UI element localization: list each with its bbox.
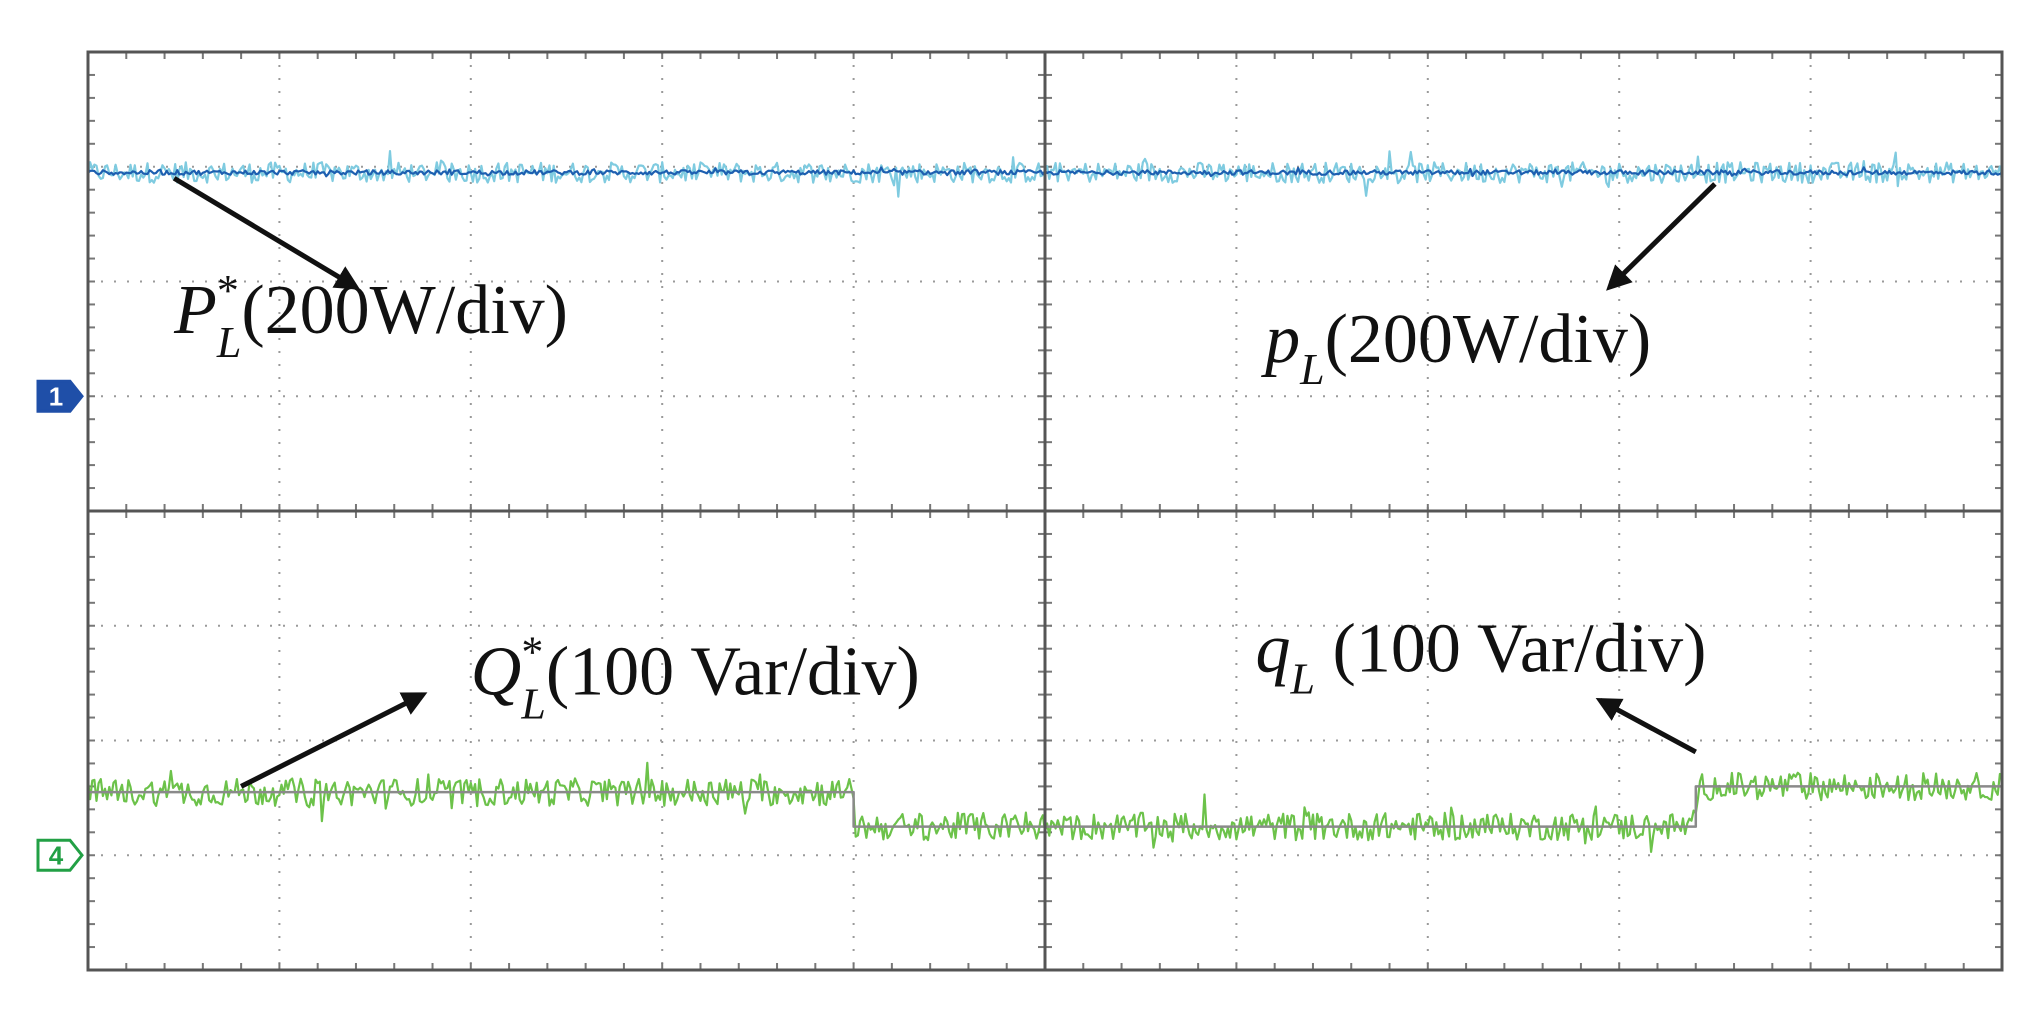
annotation-label: Q* L(100 Var/div)	[471, 628, 920, 729]
annotation-unit: (200W/div)	[241, 272, 568, 349]
annotation-symbol: Q	[471, 634, 522, 711]
annotation-label: pL(200W/div)	[1260, 301, 1651, 394]
annotation-symbol: p	[1260, 301, 1300, 378]
annotation-unit: (200W/div)	[1325, 301, 1652, 378]
annotation-unit: (100 Var/div)	[1315, 611, 1706, 688]
annotation-unit: (100 Var/div)	[546, 634, 920, 711]
annotation-arrow	[1606, 182, 1717, 291]
annotation-subscript: L	[1299, 345, 1324, 394]
annotations: P* L(200W/div) pL(200W/div)Q* L(100 Var/div…	[172, 176, 1717, 789]
annotation-subscript: L	[216, 318, 241, 367]
channel-marker-shape	[36, 379, 84, 413]
annotation-superscript: *	[521, 628, 543, 677]
annotation-subscript: L	[520, 680, 545, 729]
channel-marker-1: 1	[36, 379, 84, 413]
annotation-label: P* L(200W/div)	[173, 266, 568, 367]
series-trace-3	[88, 785, 2002, 828]
annotation-arrow	[1595, 697, 1697, 755]
frame	[86, 50, 2004, 972]
annotation-symbol: P	[173, 272, 217, 349]
annotation-subscript: L	[1290, 655, 1315, 704]
annotation-arrow	[172, 176, 361, 290]
annotation-arrow	[239, 692, 428, 789]
channel-marker-label: 4	[49, 840, 64, 870]
annotation-superscript: *	[217, 266, 239, 315]
channel-marker-4: 4	[36, 838, 84, 872]
channel-marker-label: 1	[49, 381, 63, 411]
channel-markers: 14	[36, 379, 84, 872]
annotation-symbol: q	[1256, 611, 1291, 688]
annotation-label: qL (100 Var/div)	[1256, 611, 1707, 704]
channel-marker-shape	[36, 838, 84, 872]
